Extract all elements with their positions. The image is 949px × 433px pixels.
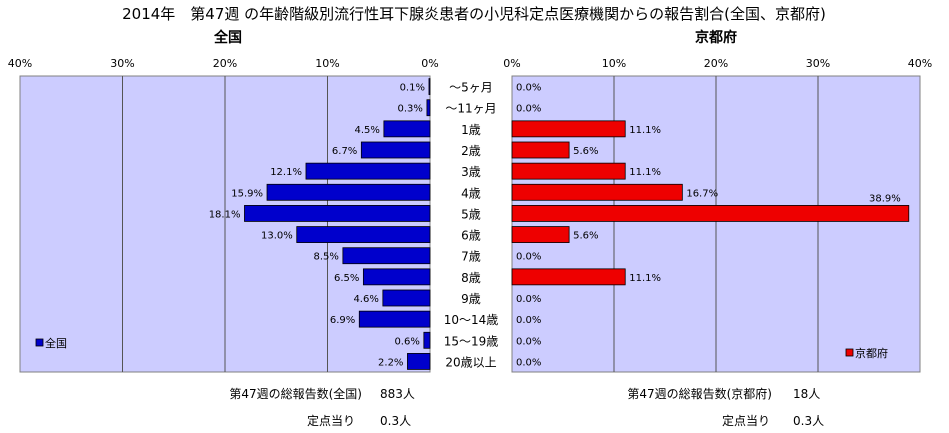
right-tick-label: 40% [908, 57, 932, 70]
left-tick-label: 10% [315, 57, 339, 70]
left-panel-title: 全国 [213, 29, 242, 46]
right-data-label: 11.1% [629, 125, 661, 136]
left-bar [407, 353, 431, 370]
left-data-label: 8.5% [313, 252, 338, 263]
kyoto-total-value: 18人 [793, 387, 820, 401]
right-data-label: 0.0% [516, 357, 541, 368]
right-bar [511, 205, 910, 222]
right-data-label: 0.0% [516, 83, 541, 94]
left-bar [428, 78, 431, 95]
category-label: 2歳 [461, 144, 481, 158]
right-bar [511, 120, 626, 138]
left-legend-label: 全国 [45, 336, 67, 350]
category-label: ～11ヶ月 [445, 102, 496, 116]
left-tick-label: 20% [213, 57, 237, 70]
category-label: 8歳 [461, 271, 481, 285]
category-label: 20歳以上 [445, 355, 496, 369]
left-tick-label: 30% [110, 57, 134, 70]
right-tick-label: 30% [806, 57, 830, 70]
left-bar [383, 120, 431, 138]
left-bar [296, 226, 431, 243]
right-data-label: 11.1% [629, 167, 661, 178]
left-data-label: 0.1% [400, 83, 425, 94]
left-tick-label: 0% [421, 57, 438, 70]
right-bar [511, 183, 683, 201]
national-total-value: 883人 [380, 387, 415, 401]
right-bar [511, 141, 570, 159]
right-tick-label: 0% [503, 57, 520, 70]
national-total-label: 第47週の総報告数(全国) [229, 386, 362, 401]
left-data-label: 6.9% [330, 315, 355, 326]
category-label: 9歳 [461, 292, 481, 306]
left-data-label: 4.5% [354, 125, 379, 136]
chart-title: 2014年 第47週 の年齢階級別流行性耳下腺炎患者の小児科定点医療機関からの報… [122, 5, 826, 23]
left-data-label: 6.7% [332, 146, 357, 157]
right-data-label: 11.1% [629, 273, 661, 284]
left-data-label: 13.0% [261, 231, 293, 242]
kyoto-per-site-label: 定点当り [722, 413, 770, 428]
left-data-label: 18.1% [209, 209, 241, 220]
national-per-site-value: 0.3人 [380, 414, 411, 428]
left-data-label: 15.9% [231, 188, 263, 199]
category-label: 10～14歳 [444, 313, 499, 327]
left-legend-swatch [35, 338, 44, 347]
left-bar [382, 289, 431, 307]
left-data-label: 0.3% [398, 104, 423, 115]
left-tick-label: 40% [8, 57, 32, 70]
left-bar [342, 247, 431, 265]
left-bar [423, 331, 431, 349]
right-tick-label: 20% [704, 57, 728, 70]
right-legend-swatch [845, 348, 854, 357]
right-data-label: 0.0% [516, 252, 541, 263]
category-label: 6歳 [461, 229, 481, 243]
left-bar [426, 99, 431, 117]
left-data-label: 2.2% [378, 357, 403, 368]
right-bar [511, 226, 570, 243]
category-label: 3歳 [461, 165, 481, 179]
left-bar [244, 205, 431, 222]
category-label: 5歳 [461, 207, 481, 221]
right-data-label: 0.0% [516, 104, 541, 115]
left-data-label: 0.6% [394, 336, 419, 347]
left-bar [305, 162, 431, 180]
left-data-label: 12.1% [270, 167, 302, 178]
left-bar [266, 183, 431, 201]
kyoto-per-site-value: 0.3人 [793, 414, 824, 428]
category-label: 4歳 [461, 186, 481, 200]
right-data-label: 5.6% [573, 231, 598, 242]
left-bar [362, 268, 431, 286]
category-label: 7歳 [461, 250, 481, 264]
category-label: ～5ヶ月 [449, 81, 493, 95]
right-panel-title: 京都府 [695, 29, 737, 46]
right-data-label: 0.0% [516, 336, 541, 347]
left-bar [360, 141, 431, 159]
category-label: 15～19歳 [444, 334, 499, 348]
category-label: 1歳 [461, 123, 481, 137]
left-data-label: 6.5% [334, 273, 359, 284]
right-data-label: 0.0% [516, 315, 541, 326]
right-bar [511, 162, 626, 180]
right-data-label: 16.7% [686, 188, 718, 199]
left-data-label: 4.6% [353, 294, 378, 305]
right-data-label: 0.0% [516, 294, 541, 305]
kyoto-total-label: 第47週の総報告数(京都府) [627, 386, 772, 401]
right-bar [511, 268, 626, 286]
left-bar [358, 310, 431, 328]
right-legend-label: 京都府 [855, 346, 888, 360]
national-per-site-label: 定点当り [307, 413, 355, 428]
right-data-label: 5.6% [573, 146, 598, 157]
right-data-label: 38.9% [869, 193, 901, 204]
right-tick-label: 10% [602, 57, 626, 70]
